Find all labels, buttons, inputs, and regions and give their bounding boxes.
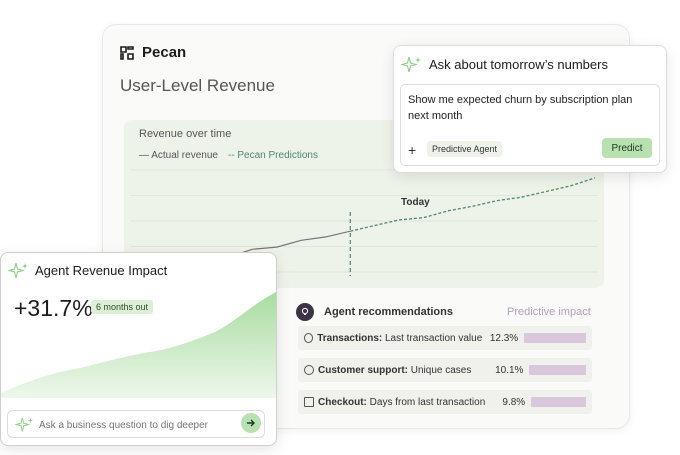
query-text[interactable]: Show me expected churn by subscription p… [408, 94, 633, 122]
chart-grid [130, 169, 598, 273]
add-icon[interactable]: + [408, 142, 417, 158]
predictive-agent-chip[interactable]: Predictive Agent [427, 141, 503, 157]
arrow-right-icon [246, 416, 256, 431]
pecan-logo-icon [120, 45, 134, 60]
predict-button[interactable]: Predict [602, 138, 652, 158]
rec-label-bold: Customer support: [318, 364, 408, 376]
prediction-line [350, 177, 596, 232]
impact-title: Agent Revenue Impact [35, 263, 168, 278]
recommendations-title: Agent recommendations [324, 306, 453, 318]
rec-value: 9.8% [502, 396, 526, 408]
sparkle-icon [14, 417, 35, 438]
chart-legend: — Actual revenue -- Pecan Predictions [139, 150, 318, 161]
dollar-icon [304, 333, 314, 343]
app-name: Pecan [142, 44, 187, 61]
lightbulb-icon [296, 303, 314, 321]
impact-bar [524, 333, 587, 343]
impact-badge: 6 months out [91, 300, 154, 314]
recommendation-row[interactable]: Checkout: Days from last transaction 9.8… [298, 390, 592, 414]
impact-bar [531, 397, 586, 407]
impact-value: +31.7% [14, 295, 93, 321]
question-input[interactable] [39, 418, 229, 432]
rec-value: 12.3% [489, 332, 519, 344]
ask-panel-title: Ask about tomorrow’s numbers [429, 57, 608, 72]
calendar-icon [304, 397, 314, 407]
today-label: Today [401, 197, 430, 208]
impact-area [1, 292, 276, 398]
sparkle-icon [6, 262, 30, 285]
rec-label-rest: Days from last transaction [366, 396, 486, 408]
sparkle-icon [399, 56, 423, 79]
legend-actual-revenue: — Actual revenue [139, 150, 218, 161]
rec-label-rest: Unique cases [408, 364, 472, 376]
rec-label-rest: Last transaction value [382, 332, 483, 344]
send-button[interactable] [241, 413, 261, 433]
rec-label-bold: Checkout: [317, 396, 367, 408]
rec-value: 10.1% [495, 364, 524, 376]
page-title: User-Level Revenue [120, 76, 275, 95]
legend-pecan-predictions: -- Pecan Predictions [227, 150, 318, 161]
rec-label-bold: Transactions: [317, 332, 383, 344]
predictive-impact-header: Predictive impact [507, 306, 591, 318]
chat-icon [304, 365, 314, 375]
impact-bar [529, 365, 586, 375]
recommendation-row[interactable]: Customer support: Unique cases 10.1% [298, 358, 592, 382]
recommendation-row[interactable]: Transactions: Last transaction value 12.… [298, 326, 592, 350]
chart-title: Revenue over time [139, 128, 232, 140]
pecan-logo[interactable]: Pecan [120, 44, 186, 61]
